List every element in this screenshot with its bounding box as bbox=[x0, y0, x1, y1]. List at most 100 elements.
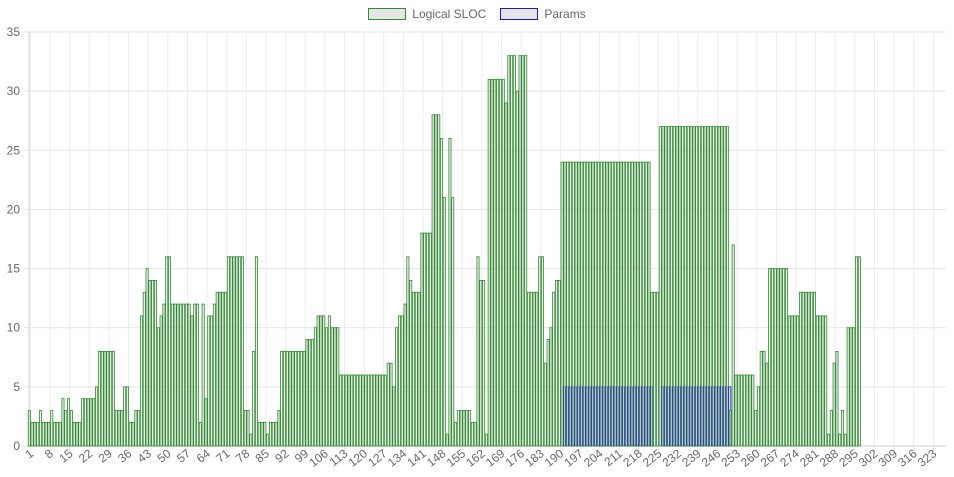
bar-logical-sloc bbox=[759, 350, 763, 447]
bar-logical-sloc bbox=[583, 161, 587, 447]
y-tick-label: 20 bbox=[7, 202, 21, 216]
bar-logical-sloc bbox=[69, 410, 73, 447]
x-tick-label: 29 bbox=[96, 446, 115, 465]
bar-logical-sloc bbox=[661, 126, 665, 447]
bar-logical-sloc bbox=[824, 315, 828, 447]
x-tick-label: 92 bbox=[272, 446, 291, 465]
bar-logical-sloc bbox=[546, 339, 550, 447]
bar-logical-sloc bbox=[392, 386, 396, 447]
bar-logical-sloc bbox=[437, 114, 441, 447]
bar-logical-sloc bbox=[313, 327, 317, 447]
y-tick-label: 10 bbox=[7, 321, 21, 335]
bar-logical-sloc bbox=[81, 398, 85, 447]
bar-logical-sloc bbox=[182, 303, 186, 447]
bar-logical-sloc bbox=[243, 410, 247, 447]
bar-logical-sloc bbox=[476, 256, 480, 447]
x-tick-label: 57 bbox=[174, 446, 193, 465]
bar-logical-sloc bbox=[355, 374, 359, 447]
bar-logical-sloc bbox=[672, 126, 676, 447]
bar-logical-sloc bbox=[456, 410, 460, 447]
bar-logical-sloc bbox=[695, 126, 699, 447]
bar-logical-sloc bbox=[692, 126, 696, 447]
bar-logical-sloc bbox=[557, 279, 561, 447]
bar-logical-sloc bbox=[111, 350, 115, 447]
bar-logical-sloc bbox=[218, 291, 222, 447]
bar-logical-sloc bbox=[187, 303, 191, 447]
bar-logical-sloc bbox=[173, 303, 177, 447]
bar-logical-sloc bbox=[176, 303, 180, 447]
bar-logical-sloc bbox=[254, 256, 258, 447]
bar-logical-sloc bbox=[86, 398, 90, 447]
y-tick-label: 15 bbox=[7, 262, 21, 276]
bar-logical-sloc bbox=[532, 291, 536, 447]
bar-logical-sloc bbox=[92, 398, 96, 447]
bar-logical-sloc bbox=[322, 315, 326, 447]
bar-logical-sloc bbox=[698, 126, 702, 447]
bar-logical-sloc bbox=[123, 386, 127, 447]
bar-logical-sloc bbox=[64, 410, 68, 447]
bar-logical-sloc bbox=[798, 291, 802, 447]
bar-logical-sloc bbox=[139, 315, 143, 447]
bar-logical-sloc bbox=[790, 315, 794, 447]
bar-logical-sloc bbox=[563, 161, 567, 447]
bar-logical-sloc bbox=[529, 291, 533, 447]
bar-logical-sloc bbox=[776, 268, 780, 447]
bar-logical-sloc bbox=[611, 161, 615, 447]
bar-logical-sloc bbox=[369, 374, 373, 447]
bar-logical-sloc bbox=[297, 350, 301, 447]
legend-item-params[interactable]: Params bbox=[500, 7, 586, 21]
x-tick-label: 71 bbox=[213, 446, 232, 465]
bar-logical-sloc bbox=[751, 374, 755, 447]
bar-logical-sloc bbox=[226, 256, 230, 447]
bar-logical-sloc bbox=[655, 291, 659, 447]
y-tick-label: 0 bbox=[13, 439, 20, 453]
bar-logical-sloc bbox=[782, 268, 786, 447]
bar-logical-sloc bbox=[664, 126, 668, 447]
bar-logical-sloc bbox=[207, 315, 211, 447]
bar-logical-sloc bbox=[487, 78, 491, 447]
bar-logical-sloc bbox=[190, 315, 194, 447]
bar-logical-sloc bbox=[193, 303, 197, 447]
bar-logical-sloc bbox=[768, 268, 772, 447]
bar-logical-sloc bbox=[599, 161, 603, 447]
bar-logical-sloc bbox=[535, 291, 539, 447]
bar-logical-sloc bbox=[740, 374, 744, 447]
bar-logical-sloc bbox=[114, 410, 118, 447]
bar-logical-sloc bbox=[717, 126, 721, 447]
bar-logical-sloc bbox=[849, 327, 853, 447]
legend-swatch-logical-sloc bbox=[368, 8, 407, 20]
bar-logical-sloc bbox=[678, 126, 682, 447]
legend-item-logical-sloc[interactable]: Logical SLOC bbox=[368, 7, 486, 21]
bar-logical-sloc bbox=[574, 161, 578, 447]
bar-logical-sloc bbox=[756, 386, 760, 447]
bar-logical-sloc bbox=[784, 268, 788, 447]
bar-logical-sloc bbox=[796, 315, 800, 447]
bar-logical-sloc bbox=[616, 161, 620, 447]
bar-logical-sloc bbox=[246, 410, 250, 447]
bar-logical-sloc bbox=[560, 161, 564, 447]
bar-logical-sloc bbox=[372, 374, 376, 447]
bar-logical-sloc bbox=[271, 421, 275, 447]
bar-logical-sloc bbox=[154, 279, 157, 447]
bar-logical-sloc bbox=[67, 398, 71, 447]
bar-logical-sloc bbox=[151, 279, 155, 447]
x-tick-label: 43 bbox=[135, 446, 154, 465]
bar-logical-sloc bbox=[327, 315, 331, 447]
bar-logical-sloc bbox=[397, 315, 401, 447]
bar-logical-sloc bbox=[773, 268, 777, 447]
bar-logical-sloc bbox=[821, 315, 825, 447]
bar-logical-sloc bbox=[210, 315, 214, 447]
bar-logical-sloc bbox=[585, 161, 589, 447]
bar-logical-sloc bbox=[50, 410, 54, 447]
bar-logical-sloc bbox=[512, 55, 516, 447]
x-tick-label: 323 bbox=[915, 446, 940, 470]
bar-logical-sloc bbox=[106, 350, 110, 447]
bar-logical-sloc bbox=[445, 433, 449, 447]
bar-logical-sloc bbox=[364, 374, 368, 447]
bar-logical-sloc bbox=[274, 421, 278, 447]
bar-logical-sloc bbox=[832, 362, 836, 447]
bar-logical-sloc bbox=[305, 339, 309, 447]
bar-logical-sloc bbox=[470, 421, 474, 447]
bar-logical-sloc bbox=[742, 374, 746, 447]
bar-logical-sloc bbox=[754, 410, 758, 447]
